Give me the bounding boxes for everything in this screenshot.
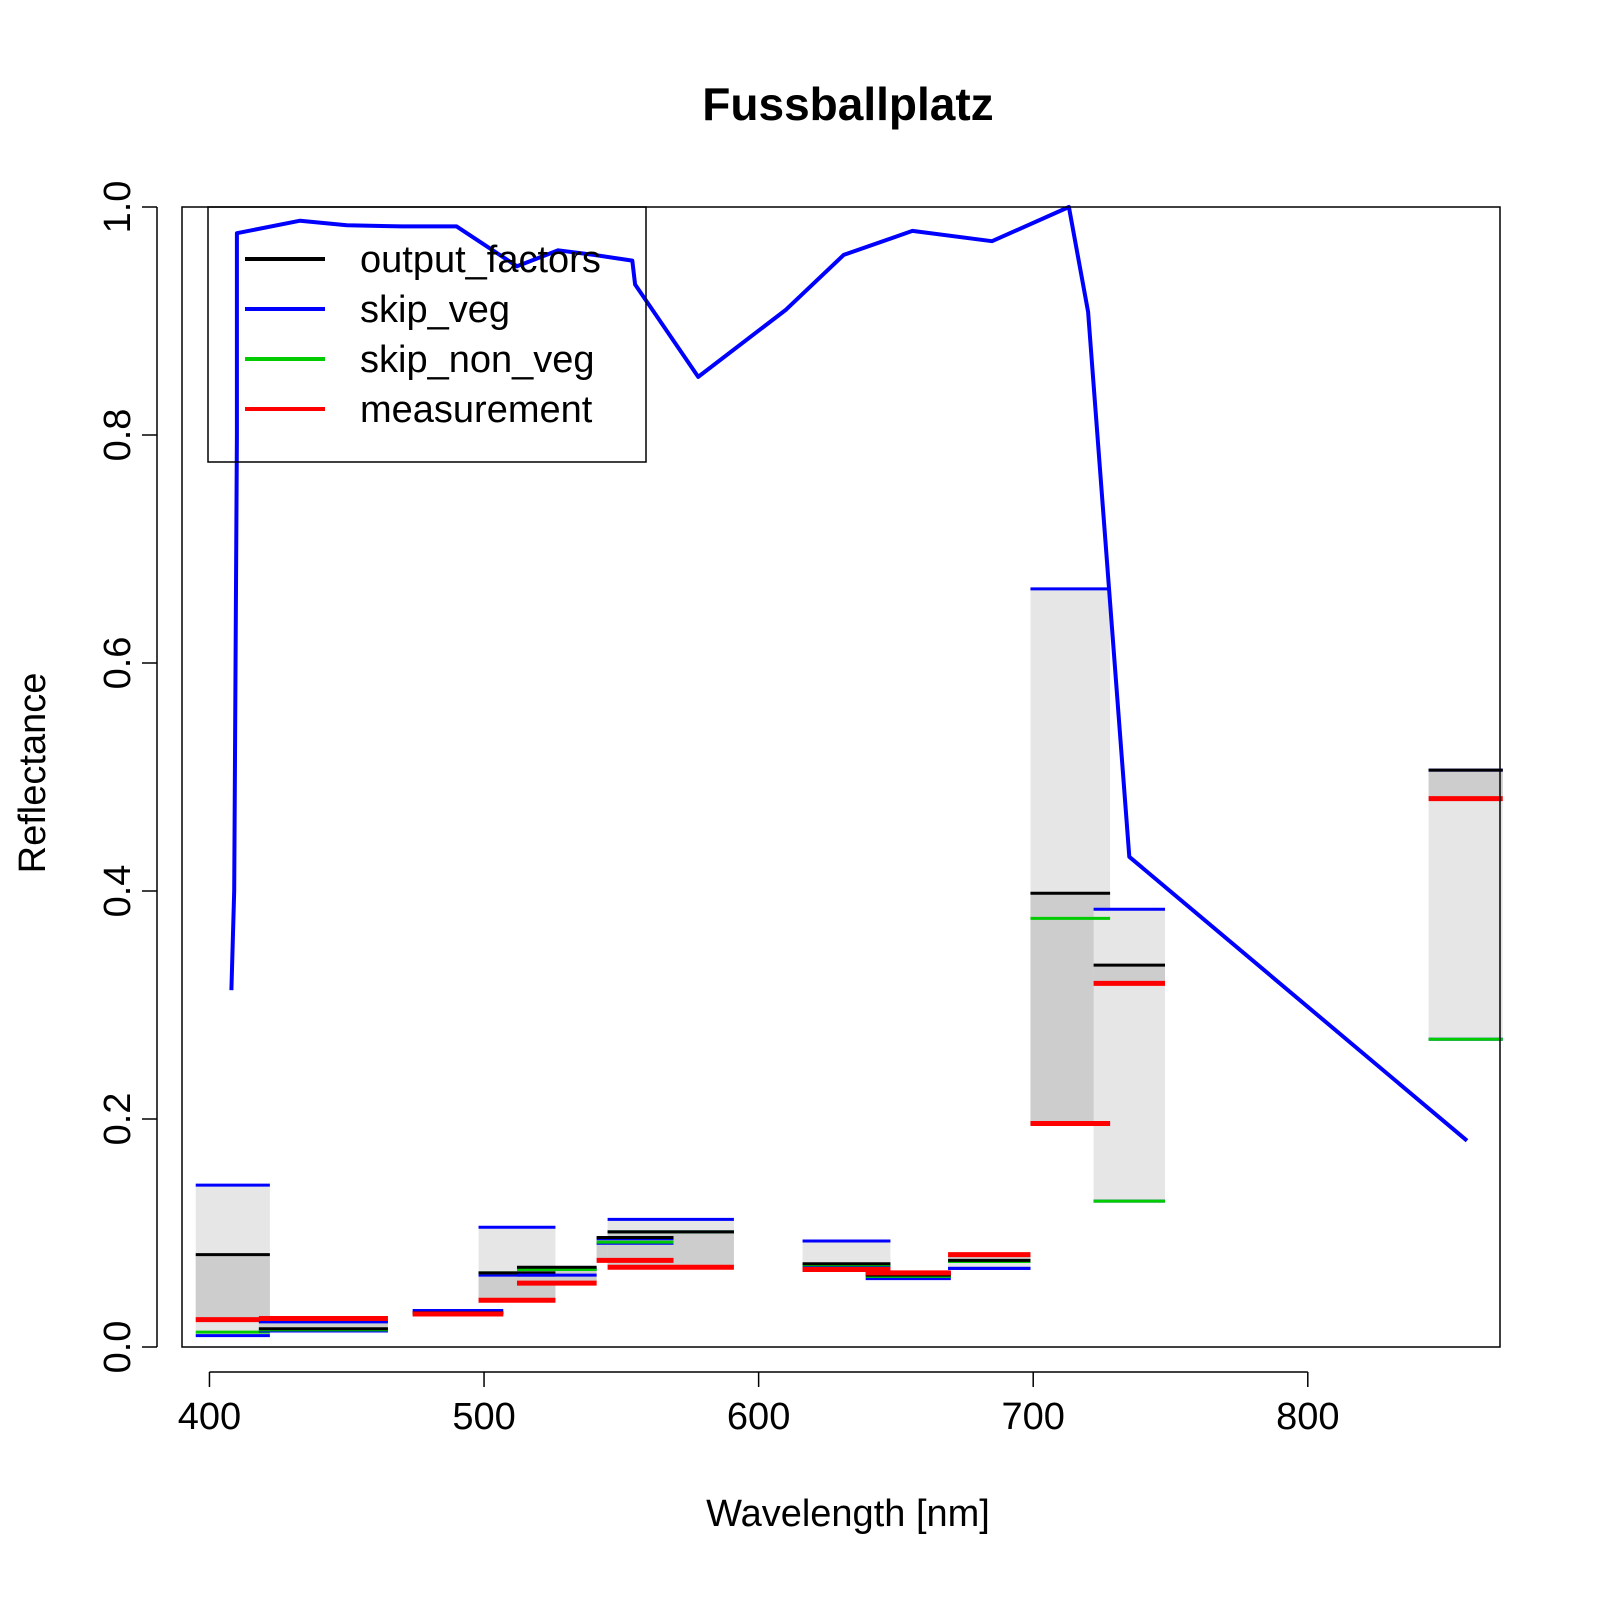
axes: 400 500 600 700 800 0.0 0.2 0.4 0.6 0.8 1.0 bbox=[97, 181, 1501, 1438]
y-tick-label-1: 0.2 bbox=[97, 1093, 139, 1146]
y-tick-label-4: 0.8 bbox=[97, 409, 139, 462]
band-range-light-11 bbox=[1093, 909, 1166, 1202]
legend: output_factors skip_veg skip_non_vegmeasur… bbox=[207, 206, 647, 463]
x-tick-label-2: 600 bbox=[727, 1396, 790, 1438]
chart-title: Fussballplatz bbox=[702, 78, 993, 130]
y-axis-label: Reflectance bbox=[12, 673, 54, 874]
plot-area bbox=[195, 205, 1503, 1338]
y-tick-label-2: 0.4 bbox=[97, 865, 139, 918]
band-range-light-12 bbox=[1428, 770, 1503, 1040]
x-tick-label-4: 800 bbox=[1276, 1396, 1339, 1438]
legend-box bbox=[207, 206, 647, 463]
series-line-skip-veg bbox=[229, 205, 1469, 1143]
band-range-mid-0 bbox=[195, 1254, 270, 1320]
band-range-mid-12 bbox=[1428, 770, 1503, 799]
x-tick-label-1: 500 bbox=[452, 1396, 515, 1438]
band-range-mid-1 bbox=[258, 1318, 388, 1329]
x-axis-label: Wavelength [nm] bbox=[706, 1493, 990, 1535]
y-tick-label-0: 0.0 bbox=[97, 1321, 139, 1374]
band-range-mid-11 bbox=[1093, 965, 1166, 984]
y-tick-label-3: 0.6 bbox=[97, 637, 139, 690]
legend-label-3: measurement bbox=[360, 389, 593, 431]
band-range-mid-9 bbox=[948, 1254, 1031, 1261]
legend-label-1: skip_veg bbox=[360, 289, 510, 331]
x-tick-label-3: 700 bbox=[1002, 1396, 1065, 1438]
legend-label-2: skip_non_veg bbox=[360, 339, 595, 381]
legend-label-0: output_factors bbox=[360, 239, 601, 281]
y-tick-label-5: 1.0 bbox=[97, 181, 139, 234]
plot-frame bbox=[181, 206, 1501, 1348]
x-tick-label-0: 400 bbox=[178, 1396, 241, 1438]
